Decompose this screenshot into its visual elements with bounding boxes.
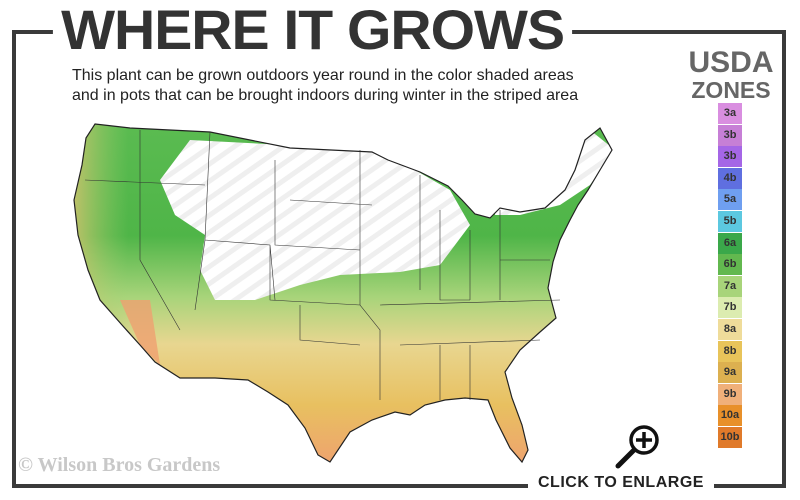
legend-zone-10a: 10a [718, 405, 742, 427]
striped-pot-area-northeast [495, 130, 612, 215]
legend-zone-5a: 5a [718, 189, 742, 211]
subtitle-line-1: This plant can be grown outdoors year ro… [72, 67, 574, 84]
legend-zone-6b: 6b [718, 254, 742, 276]
striped-pot-area [160, 140, 470, 300]
legend-zone-3b: 3b [718, 146, 742, 168]
zone-legend: 3a 3b 3b 4b 5a 5b 6a 6b 7a 7b 8a 8b 9a 9b 10a 10b [718, 103, 742, 449]
legend-zone-7a: 7a [718, 275, 742, 297]
click-to-enlarge-button[interactable]: CLICK TO ENLARGE [528, 474, 714, 492]
legend-zone-3a: 3a [718, 103, 742, 124]
legend-title-line-1: USDA [688, 46, 774, 79]
legend-zone-6a: 6a [718, 232, 742, 254]
legend-zone-9b: 9b [718, 383, 742, 405]
magnifier-plus-icon[interactable] [608, 422, 664, 470]
legend-zone-8b: 8b [718, 340, 742, 362]
legend-zone-5b: 5b [718, 210, 742, 232]
subtitle-line-2: and in pots that can be brought indoors … [72, 87, 579, 104]
state-borders [84, 130, 561, 400]
copyright-watermark: © Wilson Bros Gardens [18, 454, 221, 476]
legend-title-line-2: ZONES [691, 77, 771, 103]
legend-zone-7b: 7b [718, 297, 742, 319]
page-title: WHERE IT GROWS [52, 0, 573, 60]
legend-zone-4b: 4b [718, 167, 742, 189]
legend-zone-8a: 8a [718, 318, 742, 340]
desert-zone-shading [120, 300, 160, 365]
legend-zone-3b: 3b [718, 124, 742, 146]
subtitle: This plant can be grown outdoors year ro… [72, 66, 578, 106]
legend-zone-9a: 9a [718, 362, 742, 384]
legend-title: USDA ZONES [676, 46, 786, 103]
legend-zone-10b: 10b [718, 426, 742, 448]
